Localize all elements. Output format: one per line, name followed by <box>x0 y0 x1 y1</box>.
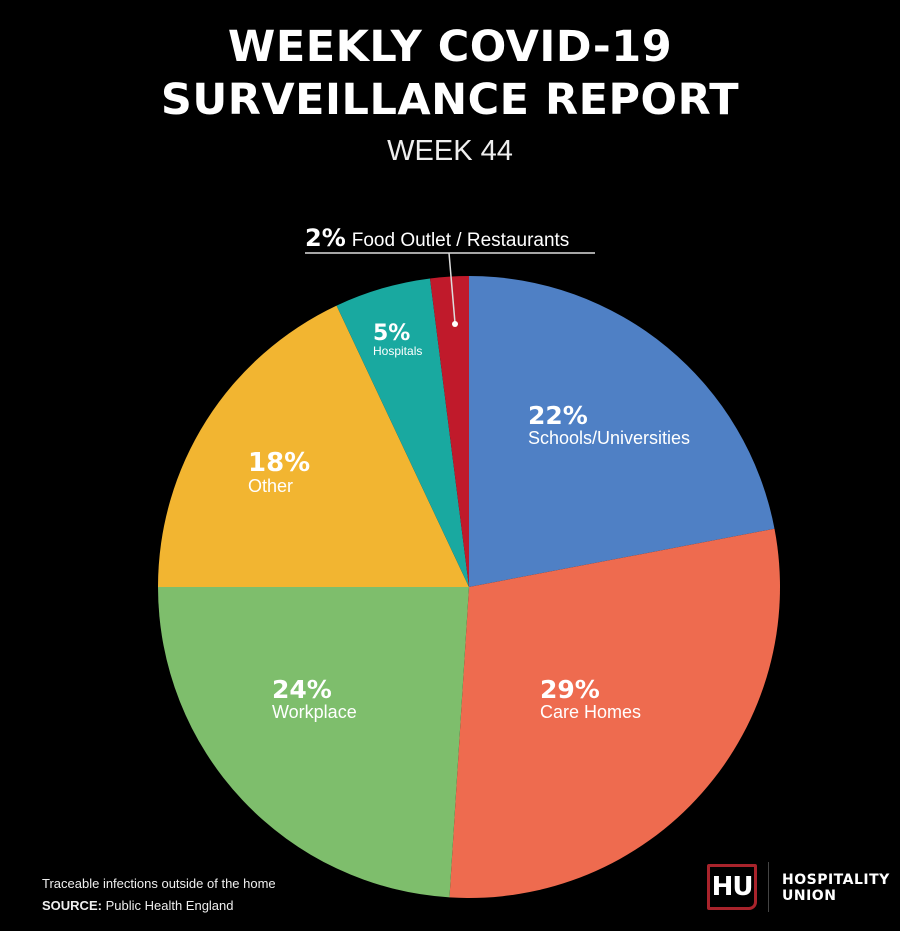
slice-pct: 18% <box>248 448 311 478</box>
slice-label: 22% Schools/Universities <box>528 401 691 449</box>
slice-label: 18% Other <box>248 448 311 497</box>
subtitle: WEEK 44 <box>387 135 513 167</box>
slice-label: 24% Workplace <box>272 675 357 723</box>
source-line: SOURCE: Public Health England <box>42 898 234 913</box>
slice-name: Schools/Universities <box>528 428 691 449</box>
slice-label: 5% Hospitals <box>373 322 422 358</box>
source-label: SOURCE: <box>42 898 102 913</box>
slice-name: Care Homes <box>540 702 642 723</box>
slice-name: Hospitals <box>373 344 423 359</box>
callout-leader-line <box>448 252 456 324</box>
title-line-2: SURVEILLANCE REPORT <box>160 75 740 125</box>
brand-line-1: HOSPITALITY <box>782 872 890 888</box>
slice-label: 29% Care Homes <box>540 675 642 723</box>
slice-name: Other <box>248 476 294 497</box>
pie-slice-workplace <box>158 587 469 898</box>
pie-slice-schools-universities <box>469 276 775 587</box>
source-value: Public Health England <box>105 898 234 913</box>
callout-dot <box>452 321 458 327</box>
footnote: Traceable infections outside of the home <box>42 876 276 891</box>
pie-slice-other <box>158 305 469 587</box>
logo-text: HU <box>711 872 754 902</box>
food-outlet-label: Food Outlet / Restaurants <box>351 230 570 251</box>
slice-pct: 24% <box>272 675 332 704</box>
title-line-1: WEEKLY COVID-19 <box>227 22 673 72</box>
food-outlet-pct: 2% <box>305 224 346 252</box>
slice-name: Workplace <box>272 702 357 723</box>
pie-slice-care-homes <box>449 528 780 898</box>
slice-pct: 29% <box>540 675 600 704</box>
brand-line-2: UNION <box>782 888 837 904</box>
pie-slice-hospitals <box>336 278 469 587</box>
hu-logo: HU <box>707 864 757 910</box>
slice-pct: 5% <box>373 321 411 346</box>
food-outlet-callout: 2% Food Outlet / Restaurants <box>305 224 569 252</box>
brand-name: HOSPITALITY UNION <box>782 872 890 904</box>
logo-divider <box>768 862 769 912</box>
slice-pct: 22% <box>528 401 588 430</box>
pie-slice-food-outlet-restaurants <box>430 276 469 587</box>
